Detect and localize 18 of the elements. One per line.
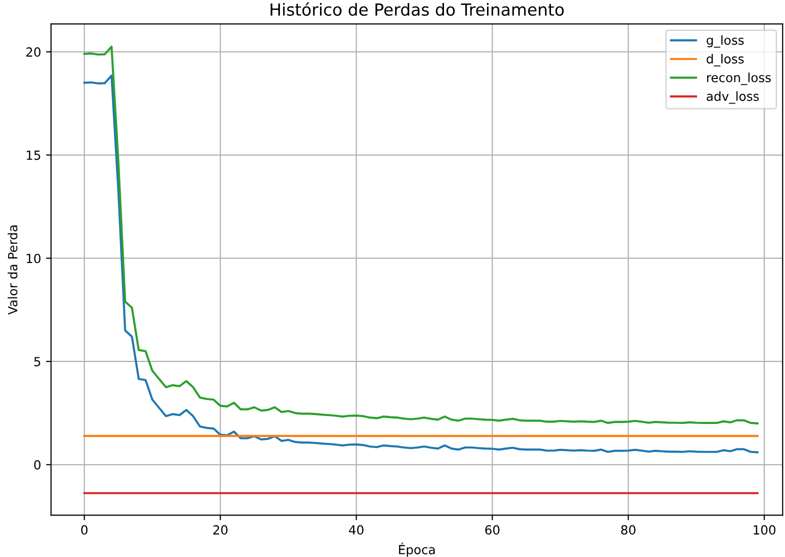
x-tick-label: 80	[621, 525, 636, 535]
y-axis-title: Valor da Perda	[8, 226, 18, 315]
x-tick-label: 0	[81, 525, 88, 535]
chart-title: Histórico de Perdas do Treinamento	[270, 2, 564, 16]
x-axis-title: Época	[399, 542, 435, 557]
legend-label: g_loss	[706, 35, 744, 48]
y-tick-label: 10	[26, 254, 40, 264]
x-tick-label: 60	[485, 525, 500, 535]
y-tick-label: 5	[34, 357, 40, 366]
y-tick-label: 0	[34, 460, 40, 470]
x-tick-label: 20	[213, 525, 228, 535]
y-tick-label: 15	[26, 150, 40, 160]
x-tick-label: 100	[754, 525, 776, 535]
legend-label: d_loss	[706, 54, 744, 66]
y-tick-label: 20	[26, 47, 40, 57]
legend-label: recon_loss	[707, 72, 771, 86]
x-tick-label: 40	[348, 525, 364, 535]
legend-label: adv_loss	[706, 91, 759, 104]
